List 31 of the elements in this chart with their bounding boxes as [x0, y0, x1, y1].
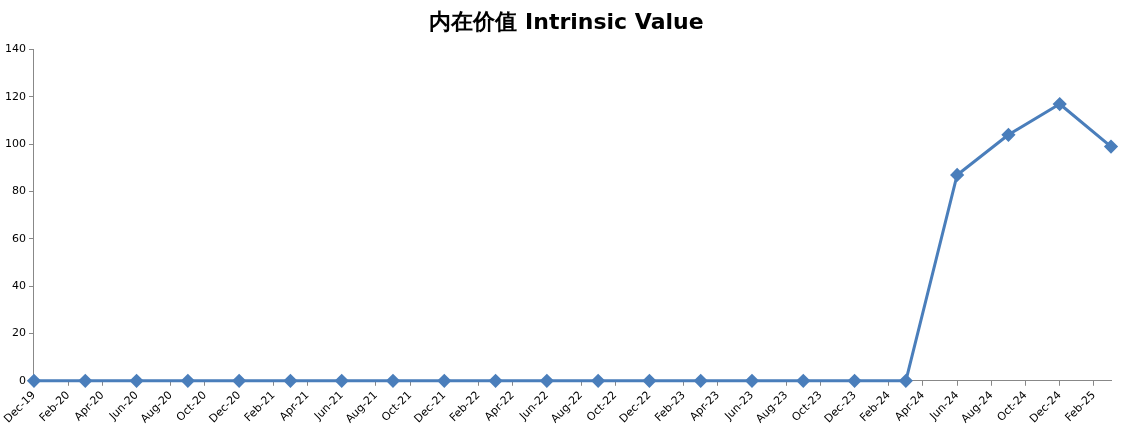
point [642, 374, 656, 388]
y-tick-label: 40 [12, 279, 26, 293]
point [899, 374, 913, 388]
y-tick-label: 80 [12, 184, 26, 198]
point [796, 374, 810, 388]
y-tick-label: 20 [12, 326, 26, 340]
point [745, 374, 759, 388]
point [27, 374, 41, 388]
point [591, 374, 605, 388]
point [283, 374, 297, 388]
chart-title: 内在价值 Intrinsic Value [428, 8, 705, 36]
point [335, 374, 349, 388]
point [78, 374, 92, 388]
point [489, 374, 503, 388]
point [130, 374, 144, 388]
point [437, 374, 451, 388]
point [540, 374, 554, 388]
point [181, 374, 195, 388]
y-tick-label: 0 [19, 373, 26, 387]
y-tick-label: 100 [5, 137, 26, 151]
point [1053, 97, 1067, 111]
point [1001, 128, 1015, 142]
y-tick-label: 60 [12, 231, 26, 245]
y-tick-label: 120 [5, 89, 26, 103]
point [848, 374, 862, 388]
point [232, 374, 246, 388]
point [386, 374, 400, 388]
point [1104, 140, 1118, 154]
y-tick-label: 140 [5, 42, 26, 56]
point [950, 168, 964, 182]
point [694, 374, 708, 388]
